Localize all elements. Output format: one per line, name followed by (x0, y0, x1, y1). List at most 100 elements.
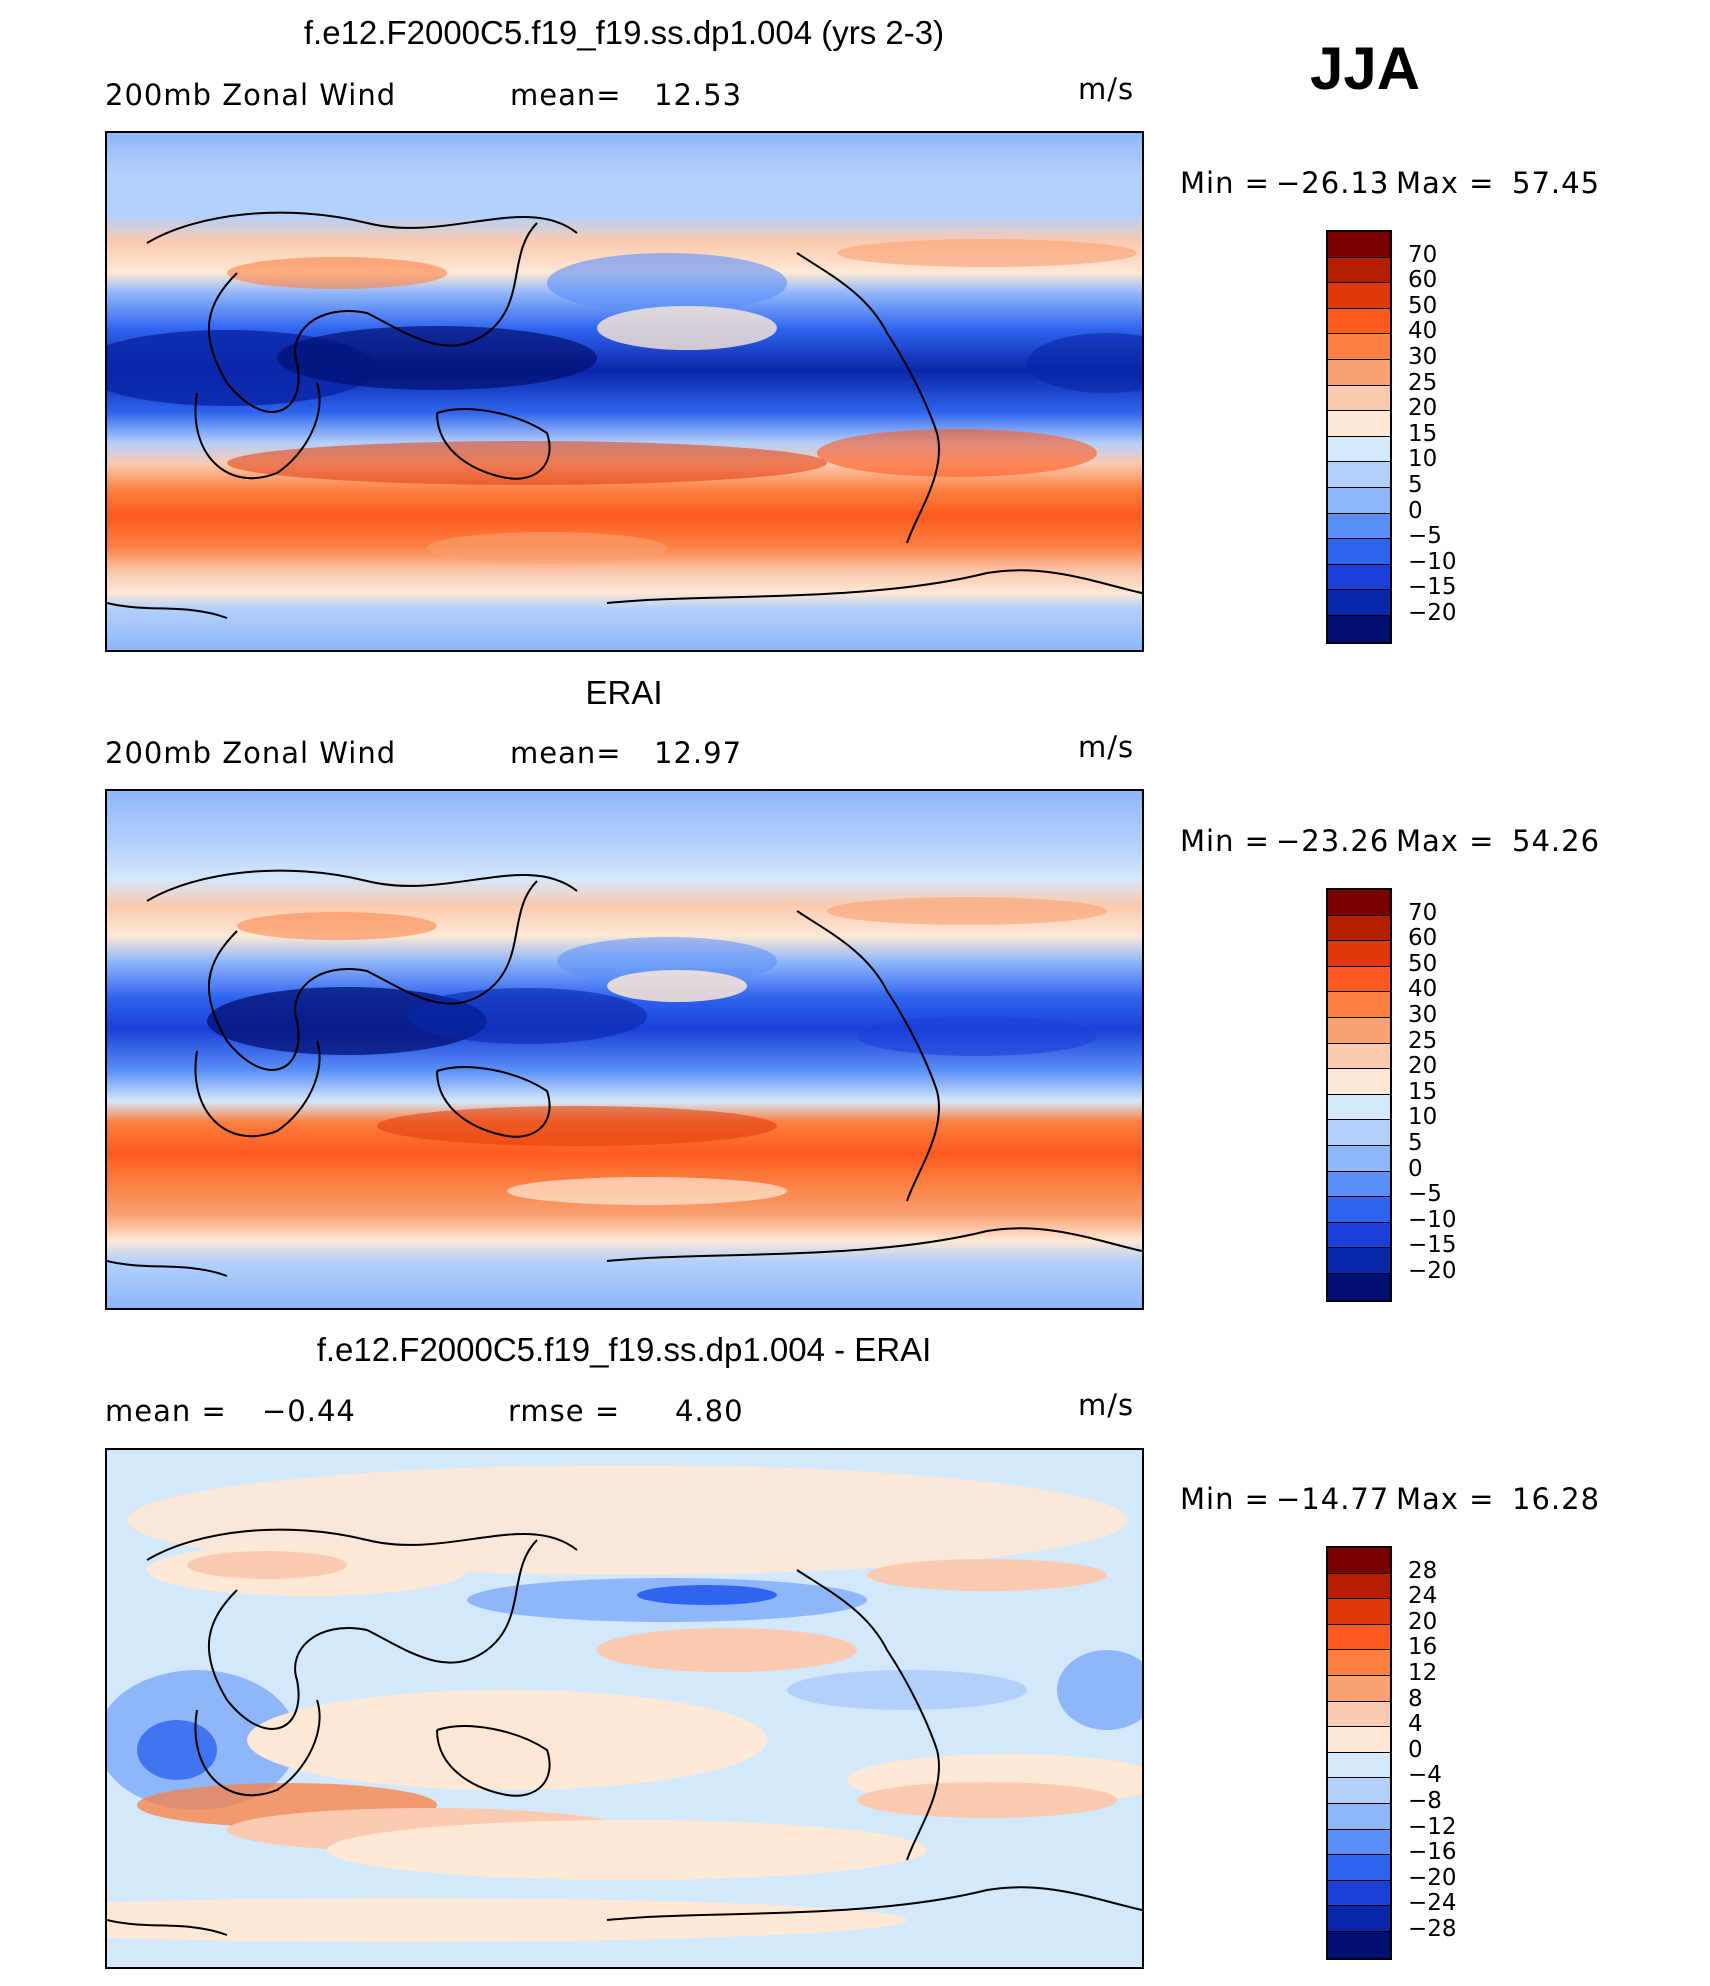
colorbar-tick-label: 70 (1408, 899, 1438, 926)
colorbar-segment (1328, 1548, 1390, 1574)
panel-3-min-value: −14.77 (1276, 1482, 1390, 1516)
colorbar-tick-label: −28 (1408, 1916, 1457, 1942)
colorbar-segment (1328, 334, 1390, 360)
colorbar-tick-label: 25 (1408, 369, 1438, 396)
colorbar-segment (1328, 915, 1390, 942)
colorbar-segment (1328, 1624, 1390, 1651)
panel-2-max-value: 54.26 (1512, 824, 1601, 858)
panel-1-max-label: Max = (1396, 166, 1495, 200)
colorbar-tick-label: 24 (1408, 1583, 1438, 1610)
colorbar-tick-label: 30 (1408, 344, 1438, 370)
colorbar-tick-label: −5 (1408, 1181, 1442, 1208)
panel-2-mean-label: mean= (510, 736, 622, 770)
panel-1-colorbar (1326, 230, 1392, 644)
panel-1-mean-value: 12.53 (654, 78, 743, 112)
colorbar-segment (1328, 1094, 1390, 1121)
colorbar-segment (1328, 308, 1390, 335)
panel-3-units: m/s (1078, 1388, 1135, 1422)
colorbar-tick-label: 5 (1408, 1130, 1423, 1156)
colorbar-segment (1328, 1222, 1390, 1249)
colorbar-segment (1328, 615, 1390, 642)
colorbar-tick-label: −15 (1408, 574, 1457, 601)
panel-2-title: ERAI (585, 674, 663, 711)
colorbar-segment (1328, 1701, 1390, 1728)
colorbar-tick-label: 10 (1408, 1104, 1438, 1131)
colorbar-tick-label: −20 (1408, 600, 1457, 626)
colorbar-segment (1328, 232, 1390, 258)
colorbar-tick-label: 5 (1408, 472, 1423, 498)
panel-2-map (105, 789, 1144, 1310)
colorbar-segment (1328, 1171, 1390, 1198)
colorbar-tick-label: −8 (1408, 1788, 1442, 1814)
panel-3-contour-field (107, 1450, 1142, 1967)
colorbar-segment (1328, 436, 1390, 463)
colorbar-segment (1328, 1906, 1390, 1932)
panel-2-variable-label: 200mb Zonal Wind (105, 736, 397, 770)
colorbar-segment (1328, 1017, 1390, 1044)
colorbar-tick-label: 60 (1408, 267, 1438, 294)
panel-3-map (105, 1448, 1144, 1969)
colorbar-segment (1328, 411, 1390, 437)
colorbar-tick-label: 28 (1408, 1557, 1438, 1584)
colorbar-segment (1328, 1675, 1390, 1702)
colorbar-tick-label: −10 (1408, 1206, 1457, 1233)
panel-1-min-label: Min = (1180, 166, 1270, 200)
colorbar-segment (1328, 385, 1390, 412)
colorbar-tick-label: 0 (1408, 1155, 1423, 1182)
colorbar-tick-label: −15 (1408, 1232, 1457, 1259)
colorbar-segment (1328, 1880, 1390, 1907)
panel-3-mean-value: −0.44 (262, 1394, 356, 1428)
panel-2-min-label: Min = (1180, 824, 1270, 858)
panel-2-contour-field (107, 791, 1142, 1308)
colorbar-segment (1328, 1778, 1390, 1804)
colorbar-tick-label: 40 (1408, 318, 1438, 345)
colorbar-segment (1328, 283, 1390, 309)
colorbar-tick-label: 40 (1408, 976, 1438, 1003)
colorbar-tick-label: 30 (1408, 1002, 1438, 1028)
panel-3-max-value: 16.28 (1512, 1482, 1601, 1516)
colorbar-segment (1328, 1727, 1390, 1753)
colorbar-tick-label: 50 (1408, 950, 1438, 977)
colorbar-segment (1328, 564, 1390, 591)
colorbar-segment (1328, 1120, 1390, 1146)
colorbar-tick-label: −24 (1408, 1890, 1457, 1917)
colorbar-segment (1328, 1145, 1390, 1172)
panel-3-mean-label: mean = (105, 1394, 227, 1428)
colorbar-tick-label: 4 (1408, 1711, 1423, 1738)
panel-1-max-value: 57.45 (1512, 166, 1601, 200)
colorbar-segment (1328, 359, 1390, 386)
panel-3-colorbar (1326, 1546, 1392, 1960)
panel-1-map (105, 131, 1144, 652)
panel-1-contour-field (107, 133, 1142, 650)
colorbar-tick-label: −10 (1408, 548, 1457, 575)
colorbar-segment (1328, 513, 1390, 540)
colorbar-segment (1328, 1599, 1390, 1625)
colorbar-tick-label: 15 (1408, 1078, 1438, 1105)
colorbar-tick-label: −4 (1408, 1762, 1442, 1789)
colorbar-tick-label: −20 (1408, 1864, 1457, 1891)
colorbar-tick-label: −5 (1408, 523, 1442, 550)
colorbar-segment (1328, 1931, 1390, 1958)
colorbar-segment (1328, 1573, 1390, 1600)
colorbar-tick-label: 50 (1408, 292, 1438, 319)
colorbar-tick-label: 0 (1408, 497, 1423, 524)
panel-2-max-label: Max = (1396, 824, 1495, 858)
colorbar-tick-label: 8 (1408, 1685, 1423, 1712)
colorbar-segment (1328, 1248, 1390, 1274)
panel-2-mean-value: 12.97 (654, 736, 743, 770)
colorbar-segment (1328, 1829, 1390, 1856)
colorbar-segment (1328, 890, 1390, 916)
panel-3-min-label: Min = (1180, 1482, 1270, 1516)
colorbar-tick-label: 60 (1408, 925, 1438, 952)
colorbar-tick-label: 25 (1408, 1027, 1438, 1054)
colorbar-tick-label: 20 (1408, 1053, 1438, 1080)
colorbar-segment (1328, 462, 1390, 488)
panel-3-max-label: Max = (1396, 1482, 1495, 1516)
colorbar-segment (1328, 1069, 1390, 1095)
colorbar-tick-label: −16 (1408, 1839, 1457, 1866)
colorbar-segment (1328, 1752, 1390, 1779)
colorbar-segment (1328, 257, 1390, 284)
colorbar-segment (1328, 941, 1390, 967)
colorbar-segment (1328, 1197, 1390, 1223)
colorbar-tick-label: 16 (1408, 1634, 1438, 1661)
